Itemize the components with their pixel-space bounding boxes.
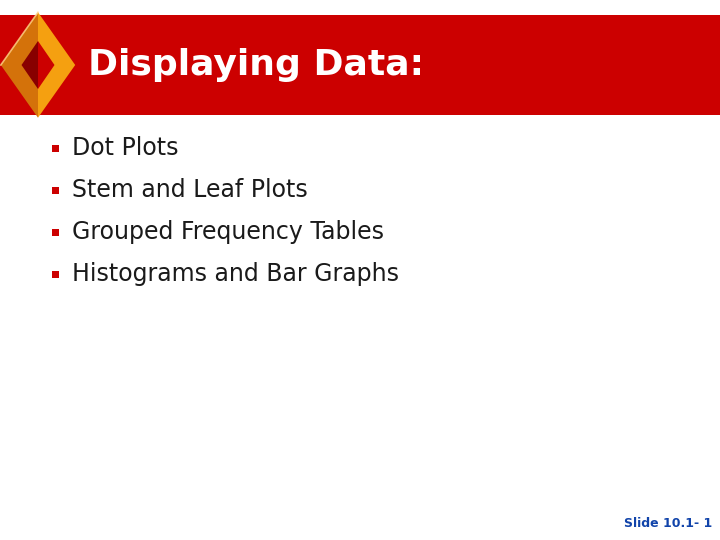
Polygon shape xyxy=(1,12,38,118)
Text: Histograms and Bar Graphs: Histograms and Bar Graphs xyxy=(72,262,399,286)
FancyBboxPatch shape xyxy=(52,228,58,235)
Polygon shape xyxy=(38,41,55,89)
FancyBboxPatch shape xyxy=(52,271,58,278)
Text: Grouped Frequency Tables: Grouped Frequency Tables xyxy=(72,220,384,244)
Text: Slide 10.1- 1: Slide 10.1- 1 xyxy=(624,517,712,530)
Polygon shape xyxy=(22,41,38,89)
FancyBboxPatch shape xyxy=(52,186,58,193)
Text: Stem and Leaf Plots: Stem and Leaf Plots xyxy=(72,178,307,202)
Text: Displaying Data:: Displaying Data: xyxy=(88,48,424,82)
FancyBboxPatch shape xyxy=(0,15,720,115)
FancyBboxPatch shape xyxy=(52,145,58,152)
Text: Dot Plots: Dot Plots xyxy=(72,136,179,160)
Polygon shape xyxy=(38,12,75,118)
